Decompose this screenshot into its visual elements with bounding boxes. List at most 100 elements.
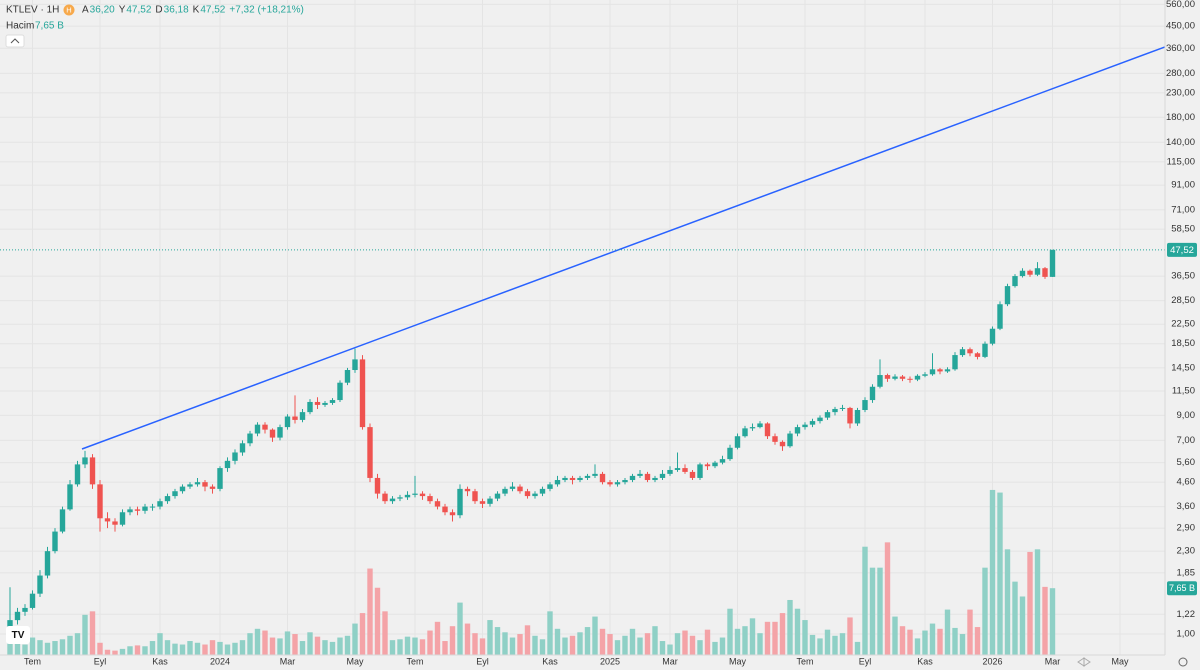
- collapse-button[interactable]: [5, 34, 25, 48]
- candle-body: [637, 473, 643, 476]
- x-tick-label: Eyl: [476, 656, 489, 666]
- ohlc-value: 47,52: [200, 5, 225, 16]
- candle-body: [944, 369, 951, 372]
- volume-bar: [277, 638, 283, 655]
- candle-body: [209, 486, 216, 489]
- volume-bar: [457, 602, 463, 655]
- y-tick-label: 1,00: [1177, 629, 1196, 640]
- volume-bar: [719, 637, 726, 655]
- candle-body: [937, 369, 943, 372]
- volume-bar: [704, 629, 711, 655]
- x-tick-label: 2024: [210, 656, 230, 666]
- volume-bar: [682, 630, 688, 655]
- candle-body: [824, 412, 831, 418]
- scroll-icon[interactable]: [1077, 657, 1091, 667]
- volume-bar: [67, 635, 73, 655]
- candle-body: [217, 468, 223, 489]
- y-tick-label: 22,50: [1171, 319, 1195, 330]
- x-tick-label: Kas: [917, 656, 933, 666]
- candle-body: [787, 433, 793, 447]
- candle-body: [779, 441, 786, 447]
- candle-body: [412, 493, 418, 495]
- volume-bar: [944, 609, 951, 655]
- volume-bar: [614, 640, 621, 655]
- volume-bar: [224, 644, 231, 655]
- volume-bar: [269, 637, 276, 655]
- volume-bar: [239, 640, 246, 655]
- y-tick-label: 7,00: [1177, 435, 1196, 446]
- volume-bar: [284, 631, 291, 655]
- volume-bar: [209, 640, 216, 655]
- volume-bar: [164, 640, 171, 655]
- ohlc-key: Y: [119, 5, 126, 16]
- settings-icon[interactable]: [1178, 657, 1188, 667]
- candle-body: [179, 486, 186, 492]
- x-tick-label: Mar: [662, 656, 678, 666]
- candle-body: [307, 401, 313, 413]
- volume-bar: [299, 641, 306, 655]
- x-tick-label: Tem: [406, 656, 423, 666]
- volume-bar: [652, 626, 658, 655]
- candle-body: [929, 369, 936, 375]
- candle-body: [187, 484, 193, 487]
- y-tick-label: 3,60: [1177, 501, 1196, 512]
- candle-body: [914, 375, 921, 380]
- candle-body: [127, 509, 133, 513]
- volume-bar: [697, 640, 703, 655]
- collapse-icon: [10, 38, 20, 44]
- volume-bar: [1004, 549, 1011, 655]
- candle-body: [997, 304, 1003, 329]
- volume-bar: [232, 642, 238, 655]
- candle-body: [899, 376, 906, 379]
- y-tick-label: 280,00: [1166, 68, 1195, 79]
- volume-bar: [1027, 551, 1033, 655]
- candle-body: [959, 349, 966, 356]
- volume-bar: [1019, 596, 1026, 655]
- volume-bar: [134, 645, 141, 655]
- candle-body: [719, 459, 726, 463]
- y-tick-label: 9,00: [1177, 410, 1196, 421]
- volume-bar: [959, 634, 966, 655]
- volume-bar: [292, 634, 298, 655]
- candle-body: [607, 482, 613, 485]
- y-tick-label: 2,90: [1177, 523, 1196, 534]
- volume-bar: [584, 627, 591, 655]
- volume-bar: [877, 567, 883, 655]
- x-tick-label: Tem: [24, 656, 41, 666]
- candle-body: [757, 423, 763, 428]
- volume-bar: [727, 608, 733, 655]
- candle-body: [907, 378, 913, 380]
- candle-body: [652, 477, 658, 481]
- candle-body: [562, 477, 568, 481]
- volume-bar: [974, 627, 981, 655]
- volume-bar: [539, 639, 546, 655]
- volume-bar: [884, 542, 891, 655]
- volume-bar: [472, 633, 478, 655]
- volume-bar: [1034, 549, 1041, 655]
- y-tick-label: 560,00: [1166, 0, 1195, 10]
- candle-body: [749, 427, 756, 429]
- volume-bar: [892, 616, 898, 655]
- x-tick-label: Kas: [542, 656, 558, 666]
- candle-body: [869, 386, 876, 401]
- volume-bar: [749, 618, 756, 655]
- candle-body: [644, 473, 651, 481]
- volume-bar: [592, 616, 598, 655]
- candle-body: [727, 447, 733, 460]
- volume-bar: [382, 611, 388, 655]
- badge: H: [66, 5, 71, 14]
- candle-body: [314, 401, 321, 405]
- volume-bar: [757, 633, 763, 655]
- candle-body: [509, 486, 516, 489]
- candle-body: [427, 496, 433, 502]
- candle-body: [269, 429, 276, 438]
- x-tick-label: 2026: [982, 656, 1002, 666]
- volume-bar: [689, 635, 696, 655]
- volume-bar: [142, 646, 148, 655]
- x-tick-label: Eyl: [859, 656, 872, 666]
- volume-bar: [922, 630, 928, 655]
- volume-bar: [532, 635, 538, 655]
- candle-body: [697, 464, 703, 478]
- volume-bar: [562, 637, 568, 655]
- volume-bar: [1049, 588, 1056, 655]
